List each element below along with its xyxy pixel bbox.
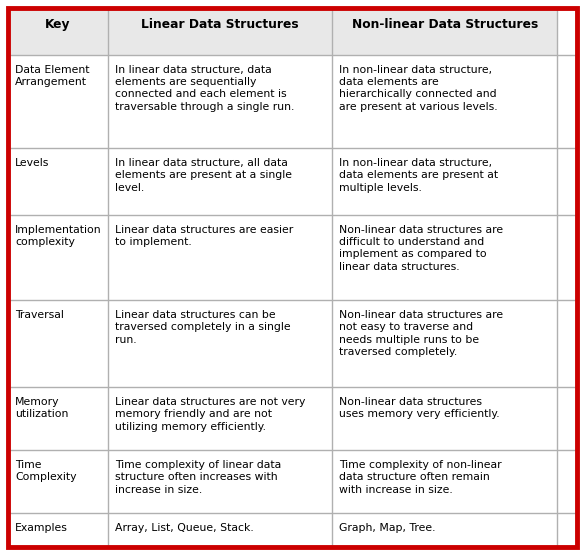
Text: Examples: Examples	[15, 523, 68, 533]
Bar	[332, 300, 557, 387]
Text: Non-linear Data Structures: Non-linear Data Structures	[352, 18, 538, 31]
Bar	[332, 215, 557, 300]
Bar	[8, 300, 108, 387]
Text: In non-linear data structure,
data elements are present at
multiple levels.: In non-linear data structure, data eleme…	[339, 158, 498, 193]
Bar	[8, 450, 108, 513]
Text: Linear data structures can be
traversed completely in a single
run.: Linear data structures can be traversed …	[115, 310, 290, 345]
Bar	[108, 54, 332, 148]
Bar	[108, 300, 332, 387]
Text: Time complexity of non-linear
data structure often remain
with increase in size.: Time complexity of non-linear data struc…	[339, 460, 502, 495]
Bar	[332, 387, 557, 450]
Text: Levels: Levels	[15, 158, 49, 168]
Text: Linear Data Structures: Linear Data Structures	[141, 18, 299, 31]
Text: Non-linear data structures
uses memory very efficiently.: Non-linear data structures uses memory v…	[339, 397, 500, 420]
Bar	[332, 54, 557, 148]
Text: Time complexity of linear data
structure often increases with
increase in size.: Time complexity of linear data structure…	[115, 460, 281, 495]
Bar	[332, 513, 557, 547]
Text: Array, List, Queue, Stack.: Array, List, Queue, Stack.	[115, 523, 253, 533]
Bar	[8, 387, 108, 450]
Text: In non-linear data structure,
data elements are
hierarchically connected and
are: In non-linear data structure, data eleme…	[339, 64, 498, 112]
Bar	[332, 8, 557, 54]
Bar	[108, 387, 332, 450]
Bar	[8, 215, 108, 300]
Text: Data Element
Arrangement: Data Element Arrangement	[15, 64, 90, 87]
Text: Non-linear data structures are
difficult to understand and
implement as compared: Non-linear data structures are difficult…	[339, 225, 504, 272]
Text: Linear data structures are easier
to implement.: Linear data structures are easier to imp…	[115, 225, 293, 247]
Bar	[332, 450, 557, 513]
Bar	[108, 148, 332, 215]
Text: Traversal: Traversal	[15, 310, 64, 320]
Bar	[108, 215, 332, 300]
Bar	[108, 8, 332, 54]
Bar	[8, 148, 108, 215]
Text: Linear data structures are not very
memory friendly and are not
utilizing memory: Linear data structures are not very memo…	[115, 397, 305, 432]
Text: In linear data structure, data
elements are sequentially
connected and each elem: In linear data structure, data elements …	[115, 64, 294, 112]
Text: Graph, Map, Tree.: Graph, Map, Tree.	[339, 523, 436, 533]
Text: Memory
utilization: Memory utilization	[15, 397, 68, 420]
Bar	[8, 513, 108, 547]
Text: Implementation
complexity: Implementation complexity	[15, 225, 102, 247]
Bar	[8, 54, 108, 148]
Bar	[332, 148, 557, 215]
Text: Time
Complexity: Time Complexity	[15, 460, 77, 482]
Text: Key: Key	[45, 18, 71, 31]
Bar	[108, 450, 332, 513]
Bar	[8, 8, 108, 54]
Bar	[108, 513, 332, 547]
Text: In linear data structure, all data
elements are present at a single
level.: In linear data structure, all data eleme…	[115, 158, 291, 193]
Text: Non-linear data structures are
not easy to traverse and
needs multiple runs to b: Non-linear data structures are not easy …	[339, 310, 504, 357]
